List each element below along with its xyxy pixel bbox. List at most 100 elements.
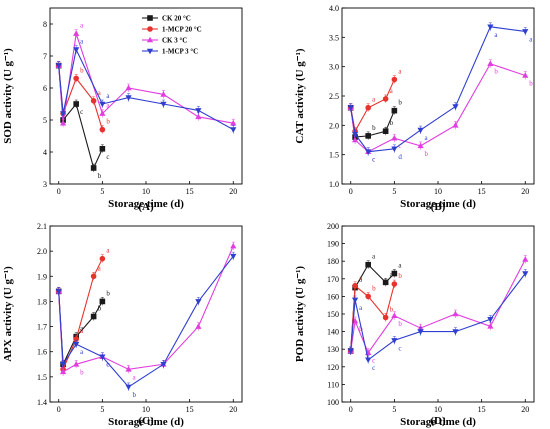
data-point (125, 95, 132, 101)
significance-label: d (398, 153, 402, 161)
legend-marker (146, 48, 154, 55)
significance-label: c (372, 364, 375, 372)
significance-label: c (106, 361, 109, 369)
x-axis-label: Storage time (d) (400, 198, 476, 210)
y-tick-label: 6 (43, 84, 47, 93)
series-line (350, 273, 526, 361)
significance-label: a (98, 264, 102, 272)
x-tick-label: 15 (186, 405, 194, 414)
panel-label: (B) (431, 201, 446, 213)
data-point (99, 110, 106, 116)
significance-label: b (494, 68, 498, 76)
data-point (55, 63, 62, 69)
data-point (487, 323, 494, 329)
data-point (125, 366, 132, 372)
x-tick-label: 5 (100, 187, 104, 196)
data-point (347, 348, 354, 355)
x-axis-label: Storage time (d) (108, 198, 184, 210)
data-point (452, 310, 459, 317)
x-tick-label: 20 (229, 187, 237, 196)
data-point (160, 101, 167, 108)
significance-label: b (106, 289, 110, 297)
data-point (59, 119, 67, 126)
data-point (452, 329, 459, 335)
significance-label: a (398, 68, 402, 76)
x-tick-label: 0 (349, 405, 353, 414)
data-point (125, 84, 132, 91)
y-tick-label: 1.0 (329, 180, 339, 189)
data-point (365, 133, 371, 139)
data-point (391, 281, 398, 287)
data-point (365, 261, 371, 268)
data-point (452, 122, 459, 128)
significance-label: a (372, 253, 376, 261)
data-point (230, 242, 237, 249)
significance-label: b (98, 305, 102, 313)
significance-label: a (529, 35, 533, 43)
x-tick-label: 5 (392, 187, 396, 196)
significance-label: a (80, 325, 84, 333)
significance-label: a (390, 87, 394, 95)
data-point (522, 72, 529, 78)
data-point (391, 146, 398, 153)
significance-label: c (398, 344, 401, 352)
x-tick-label: 15 (478, 187, 486, 196)
panel-label: (A) (138, 201, 154, 213)
y-tick-label: 4 (43, 148, 47, 157)
y-tick-label: 4.0 (329, 4, 339, 13)
y-axis-label: SOD activity (U g⁻¹) (2, 48, 14, 144)
significance-label: a (359, 274, 363, 282)
y-axis-label: APX activity (U g⁻¹) (2, 266, 14, 362)
significance-label: b (80, 368, 84, 376)
series-line (58, 65, 103, 170)
significance-label: a (425, 134, 429, 142)
significance-label: b (372, 124, 376, 132)
series-line (58, 245, 234, 373)
data-point (90, 273, 97, 280)
x-tick-label: 20 (521, 187, 529, 196)
significance-label: a (98, 89, 102, 97)
data-point (347, 105, 354, 112)
series-mcp3: a c c (347, 269, 529, 372)
data-point (487, 60, 494, 67)
significance-label: b (390, 306, 394, 314)
significance-label: a (133, 373, 137, 381)
data-point (73, 360, 80, 367)
legend-entry: CK 20 °C (162, 15, 191, 23)
legend-entry: CK 3 °C (162, 37, 187, 45)
significance-label: a (80, 38, 84, 46)
legend-marker (146, 36, 154, 43)
y-tick-label: 1.5 (37, 373, 47, 382)
x-tick-label: 0 (349, 187, 353, 196)
y-tick-label: 140 (327, 328, 339, 337)
legend: CK 20 °C 1-MCP 20 °C CK 3 °C 1-MCP 3 °C (142, 15, 202, 56)
y-tick-label: 2.1 (37, 222, 47, 231)
panel-label: (C) (138, 415, 154, 427)
significance-label: b (425, 150, 429, 158)
data-point (160, 91, 167, 97)
data-point (487, 24, 494, 31)
data-point (391, 76, 398, 83)
significance-label: a (80, 22, 84, 30)
y-tick-label: 130 (327, 345, 339, 354)
data-point (195, 108, 202, 114)
data-point (417, 142, 424, 149)
data-point (90, 313, 97, 320)
y-tick-label: 7 (43, 52, 47, 61)
data-point (365, 104, 371, 111)
data-point (195, 323, 202, 329)
data-point (73, 75, 79, 82)
y-tick-label: 3 (43, 180, 47, 189)
x-tick-label: 20 (229, 405, 237, 414)
data-point (73, 336, 79, 342)
significance-label: b (372, 284, 376, 292)
significance-label: a (80, 348, 84, 356)
legend-entry: 1-MCP 20 °C (162, 26, 202, 34)
data-point (99, 298, 106, 305)
data-point (382, 96, 389, 102)
y-tick-label: 190 (327, 240, 339, 249)
data-point (391, 338, 398, 344)
data-point (90, 98, 97, 104)
data-point (391, 270, 398, 277)
